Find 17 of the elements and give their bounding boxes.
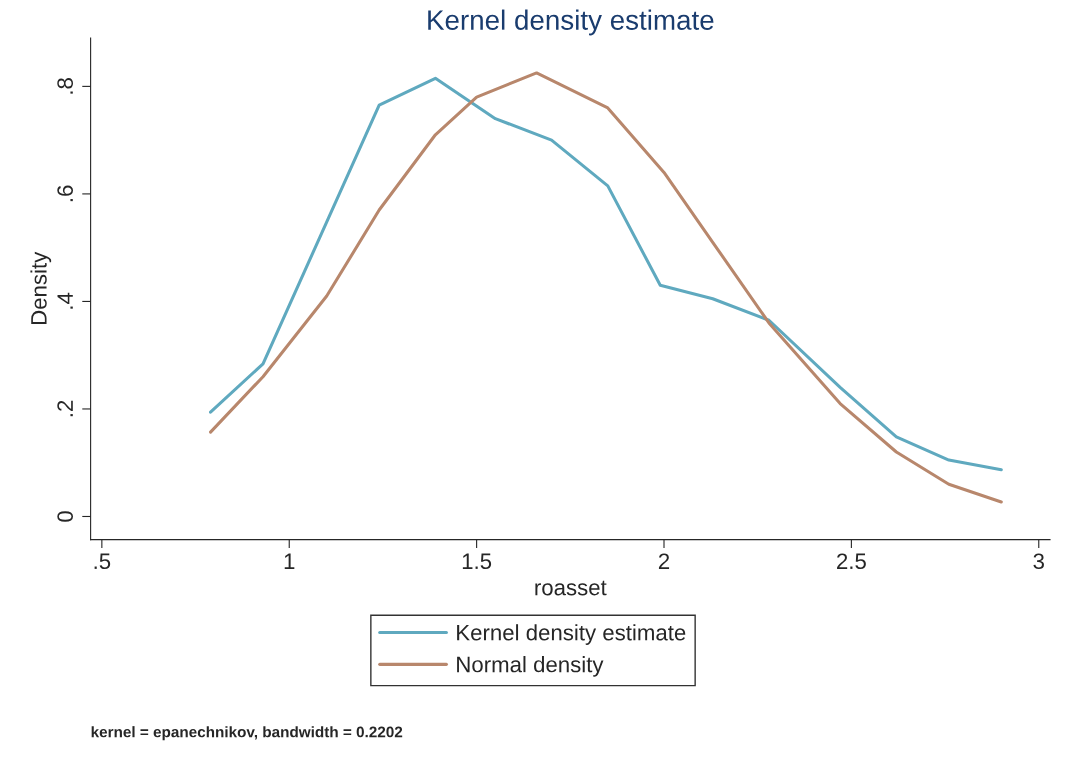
- x-tick-label: .5: [94, 553, 111, 570]
- x-tick-label: 1: [284, 553, 295, 569]
- y-tick-label: .2: [57, 400, 73, 417]
- y-tick-label: .6: [57, 185, 74, 202]
- y-tick-label: .4: [57, 292, 73, 309]
- chart-title: Kernel density estimate: [428, 9, 714, 36]
- y-tick-label: 0: [57, 511, 74, 522]
- x-tick-label: 2: [658, 553, 670, 569]
- legend-label: Kernel density estimate: [457, 624, 686, 645]
- x-tick-label: 1.5: [462, 553, 492, 570]
- y-axis-title: Density: [30, 251, 52, 325]
- text: kernel = epanechnikov, bandwidth = 0.2202: [91, 726, 403, 741]
- x-tick-label: 2.5: [837, 553, 866, 570]
- x-axis-title: roasset: [535, 580, 607, 596]
- x-tick-label: 3: [1033, 553, 1044, 570]
- legend-label: Normal density: [457, 656, 604, 677]
- y-tick-label: .8: [57, 78, 74, 94]
